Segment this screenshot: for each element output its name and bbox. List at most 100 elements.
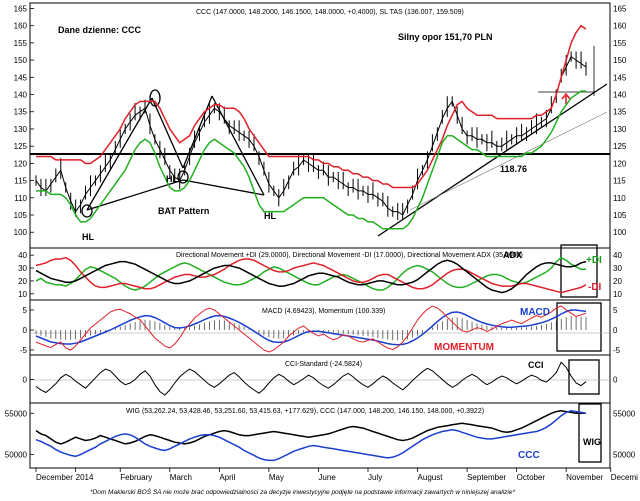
macd-highlight-box [556, 302, 602, 352]
macd-panel-title: MACD (4.69423), Momentum (100.339) [262, 308, 385, 315]
y-tick-label: 120 [613, 159, 627, 168]
momentum-label: MOMENTUM [434, 342, 494, 353]
y-tick-label: 155 [14, 39, 28, 48]
x-tick-label: November [566, 473, 603, 482]
sl-upper-series-line [36, 24, 587, 189]
price-series-layer [35, 24, 587, 230]
y-tick-label: 140 [14, 91, 28, 100]
hl-label-2: HL [166, 174, 178, 184]
plus-di-label: +DI [586, 255, 602, 266]
y-tick-label: 150 [613, 56, 627, 65]
y-tick-label: 100 [613, 228, 627, 237]
y-tick-label: 135 [14, 108, 28, 117]
y-tick-label: 165 [14, 4, 28, 13]
x-tick-label: April [219, 473, 235, 482]
y-tick-label: 20 [613, 277, 622, 286]
y-tick-label: 55000 [5, 409, 28, 418]
rising-support-line-thin [409, 111, 608, 211]
y-tick-label: 140 [613, 91, 627, 100]
y-tick-label: 120 [14, 159, 28, 168]
y-tick-label: 105 [14, 211, 28, 220]
bat-pattern-line-5 [86, 179, 184, 211]
momentum-series-line [35, 305, 587, 353]
macd-series-layer [35, 305, 587, 353]
sl-lower-series-line [36, 90, 586, 230]
y-tick-label: 50000 [613, 451, 636, 460]
x-tick-label: June [318, 473, 336, 482]
bat-pattern-line-3 [182, 95, 213, 169]
close-series-line [35, 55, 587, 216]
y-tick-label: 160 [613, 22, 627, 31]
y-tick-label: 130 [613, 125, 627, 134]
y-tick-label: 10 [18, 290, 27, 299]
wig-series-line [35, 410, 586, 445]
y-tick-label: 160 [14, 22, 28, 31]
price-panel-frame [29, 2, 611, 249]
x-tick-label: Decemi [611, 473, 638, 482]
dmi-series-layer [35, 256, 587, 294]
y-tick-label: 30 [613, 264, 622, 273]
bat-pattern-line-6 [182, 179, 265, 196]
y-tick-label: 55000 [613, 409, 636, 418]
dmi-highlight-box [560, 244, 598, 298]
x-tick-label: August [418, 473, 444, 482]
y-tick-label: 115 [14, 177, 27, 186]
x-tick-label: March [170, 473, 192, 482]
y-tick-label: 40 [18, 251, 27, 260]
cci-highlight-box [568, 359, 600, 395]
y-tick-label: 145 [14, 73, 28, 82]
y-tick-label: 135 [613, 108, 627, 117]
y-tick-label: 110 [613, 194, 626, 203]
x-tick-layer: December 2014 February March April May June Jul… [35, 468, 638, 482]
cci-label: CCI [528, 360, 544, 370]
bat-pattern-line-1 [86, 97, 153, 211]
x-tick-label: 2014 [76, 473, 94, 482]
y-tick-label: 40 [613, 251, 622, 260]
y-tick-label: 125 [613, 142, 627, 151]
y-tick-label: 0 [23, 326, 28, 335]
macd-label: MACD [520, 307, 550, 318]
wig-panel-title: WIG (53,262.24, 53,428.46, 53,251.60, 53… [126, 408, 484, 415]
y-tick-label: 0 [23, 376, 28, 385]
adx-label: ADX [503, 250, 522, 260]
price-panel-title: CCC (147.0000, 148.2000, 146.1500, 148.0… [196, 9, 464, 16]
ccc-overlay-label: CCC [518, 450, 540, 461]
minus-di-series-line [35, 256, 587, 294]
macd-series-line [35, 309, 587, 346]
minus-di-label: -DI [588, 282, 602, 293]
y-tick-label: -5 [20, 346, 28, 355]
bat-pattern-label: BAT Pattern [158, 206, 209, 216]
hl-label-3: HL [264, 211, 276, 221]
wig-panel-frame [29, 402, 611, 469]
cci-series-line [35, 361, 587, 396]
y-tick-label: 50000 [5, 451, 28, 460]
y-tick-label: 150 [14, 56, 28, 65]
hl-circle-2 [177, 170, 189, 184]
y-tick-label: 130 [14, 125, 28, 134]
footer-disclaimer: *Dom Maklerski BOŚ SA nie może brać odpo… [90, 487, 515, 496]
y-tick-label: 165 [613, 4, 627, 13]
y-tick-label: 145 [613, 73, 627, 82]
hl-label-1: HL [82, 232, 94, 242]
bat-pattern-line-4 [211, 95, 265, 196]
y-tick-label: 110 [14, 194, 27, 203]
x-tick-label: July [368, 473, 382, 482]
y-tick-label: 20 [18, 277, 27, 286]
rising-support-line [377, 83, 608, 237]
y-tick-label: 0 [613, 326, 618, 335]
y-tick-label: 5 [23, 306, 28, 315]
wig-label: WIG [583, 437, 601, 447]
hl-circle-1 [81, 204, 93, 218]
y-tick-label: 10 [613, 290, 622, 299]
y-tick-label: 155 [613, 39, 627, 48]
x-tick-label: October [517, 473, 546, 482]
x-tick-label: December [36, 473, 73, 482]
peak-circle [149, 89, 161, 107]
support-value-label: 118.76 [500, 164, 527, 174]
cci-panel-title: CCI-Standard (-24.5824) [285, 361, 362, 368]
dmi-panel-title: Directional Movement +DI (29.0000), Dire… [176, 252, 523, 259]
y-tick-label: 100 [14, 228, 28, 237]
y-tick-label: 30 [18, 264, 27, 273]
x-tick-label: May [269, 473, 284, 482]
